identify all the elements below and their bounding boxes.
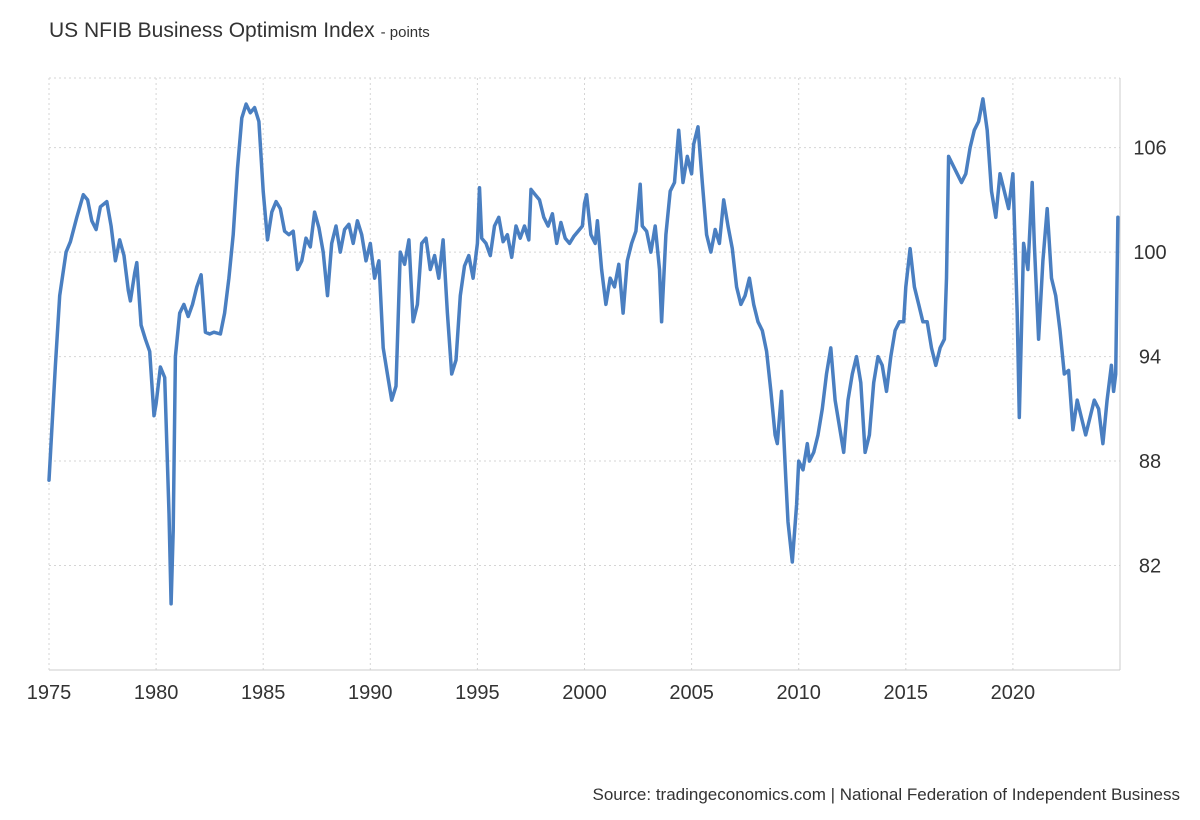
y-tick-label: 82 <box>1139 556 1161 578</box>
x-tick-label: 1990 <box>348 682 393 704</box>
grid <box>48 77 1120 670</box>
x-tick-label: 1985 <box>241 682 286 704</box>
x-tick-label: 1995 <box>455 682 500 704</box>
x-tick-label: 2015 <box>884 682 929 704</box>
x-tick-label: 2010 <box>776 682 821 704</box>
chart-unit: - points <box>380 24 430 41</box>
tick-labels: 82 88 94 100 106 1975 1980 1985 1990 1995 2000 2005… <box>27 138 1167 704</box>
x-tick-label: 1980 <box>134 682 179 704</box>
series-lines <box>47 97 1120 606</box>
chart-title-text: US NFIB Business Optimism Index <box>49 19 375 42</box>
y-tick-label: 94 <box>1139 347 1161 369</box>
y-tick-label: 100 <box>1133 242 1166 264</box>
source-note: Source: tradingeconomics.com | National … <box>592 785 1180 804</box>
chart-title: US NFIB Business Optimism Index - points <box>49 19 430 43</box>
x-tick-label: 1975 <box>27 682 72 704</box>
y-tick-label: 106 <box>1133 138 1166 160</box>
x-tick-label: 2000 <box>562 682 607 704</box>
x-tick-label: 2005 <box>669 682 714 704</box>
axes <box>48 78 1121 671</box>
series-line-0 <box>47 97 1120 606</box>
x-tick-label: 2020 <box>991 682 1036 704</box>
y-tick-label: 88 <box>1139 451 1161 473</box>
